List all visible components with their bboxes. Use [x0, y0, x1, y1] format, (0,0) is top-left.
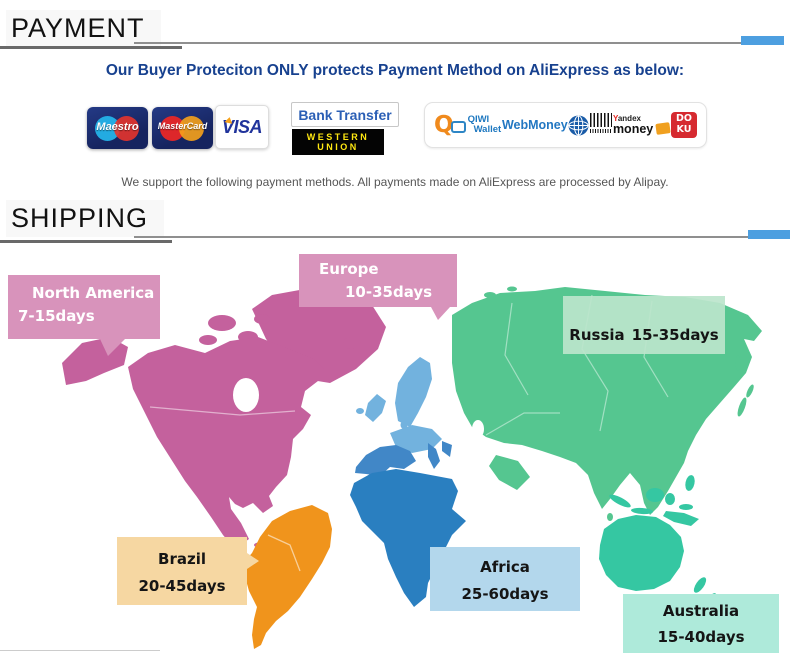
oceania-landmass [599, 475, 717, 607]
brazil-label-pointer [247, 553, 259, 569]
shipping-underline [0, 240, 172, 243]
webmoney-globe-icon [568, 114, 589, 136]
north-america-label-pointer [100, 339, 125, 356]
sa-border-line [267, 534, 301, 572]
bottom-edge-line [0, 650, 160, 651]
region-name: Brazil [158, 550, 206, 568]
payment-section-title: PAYMENT [6, 10, 161, 47]
payment-divider-line [134, 42, 743, 44]
region-days: 10-35days [345, 282, 433, 301]
payment-accent-bar [741, 36, 784, 45]
visa-card-logo: VISA [215, 105, 269, 149]
payment-underline [0, 46, 182, 49]
map-label-north-america: North America 7-15days [8, 275, 160, 339]
shipping-world-map: North America 7-15days Europe 10-35days … [0, 245, 790, 653]
qiwi-wallet-logo: Q QIWI Wallet [434, 111, 502, 138]
maestro-label: Maestro [96, 121, 139, 133]
western-union-line2: UNION [317, 142, 359, 152]
region-days: 15-35days [631, 325, 719, 344]
visa-label: VISA [221, 116, 263, 137]
region-name: Russia [569, 325, 625, 344]
bank-transfer-badge: Bank Transfer [291, 102, 399, 127]
qiwi-q-icon: Q [434, 111, 454, 138]
na-border-line [149, 406, 296, 416]
yandex-wallet-icon [655, 122, 671, 136]
africa-landmass [350, 469, 466, 607]
buyer-protection-headline: Our Buyer Proteciton ONLY protects Payme… [105, 62, 685, 79]
map-label-brazil: Brazil 20-45days [117, 537, 247, 605]
map-label-europe: Europe 10-35days [299, 254, 457, 307]
qiwi-wallet-icon [450, 120, 466, 133]
map-label-australia: Australia 15-40days [623, 594, 779, 653]
western-union-line1: WESTERN [306, 131, 370, 142]
hudson-bay [233, 378, 259, 412]
map-label-africa: Africa 25-60days [430, 547, 580, 611]
europe-dark-landmass [355, 441, 452, 476]
region-name: Australia [662, 602, 740, 620]
europe-light-landmass [356, 357, 442, 453]
qiwi-label-line2: Wallet [473, 124, 502, 135]
region-name: North America [32, 284, 155, 302]
caspian-sea [472, 420, 484, 438]
barcode-icon [590, 113, 613, 137]
shipping-section-title: SHIPPING [6, 200, 165, 237]
region-days: 20-45days [138, 577, 226, 595]
ewallet-logos-strip: Q QIWI Wallet WebMoney Yandex money [424, 102, 707, 148]
mastercard-orange-circle [179, 116, 204, 141]
region-name: Europe [319, 260, 379, 278]
map-label-russia: Russia 15-35days [563, 296, 725, 354]
shipping-divider-line [134, 236, 750, 238]
region-name: Africa [480, 558, 530, 576]
maestro-card-logo: Maestro [87, 107, 148, 149]
webmoney-label: WebMoney [501, 118, 568, 132]
yandex-money-label: money [612, 121, 654, 136]
yandex-money-logo: Yandex money [612, 113, 671, 136]
region-days: 7-15days [18, 306, 95, 325]
mastercard-card-logo: MasterCard [152, 107, 213, 149]
shipping-accent-bar [748, 230, 790, 239]
europe-label-pointer [431, 307, 450, 320]
south-america-landmass [244, 505, 332, 649]
yandex-label: Yandex [612, 113, 641, 123]
mastercard-label: MasterCard [157, 121, 208, 131]
qiwi-label-line1: QIWI [467, 114, 490, 126]
alipay-caption: We support the following payment methods… [121, 175, 669, 189]
region-days: 15-40days [657, 627, 745, 646]
western-union-logo: WESTERN UNION [292, 129, 384, 155]
doku-logo: DO KU [670, 112, 697, 138]
maestro-red-circle [114, 116, 139, 141]
region-days: 25-60days [461, 585, 549, 603]
